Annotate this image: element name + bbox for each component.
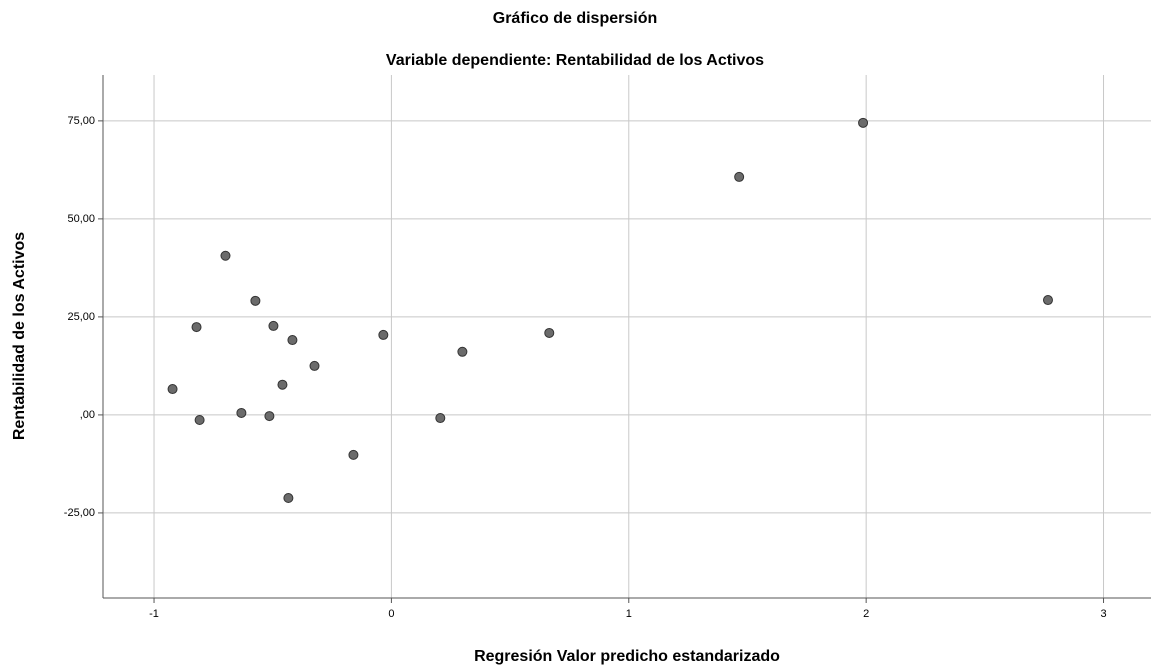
chart-title: Gráfico de dispersión	[493, 10, 657, 27]
point	[378, 329, 389, 340]
x-tick-label: 1	[626, 608, 632, 620]
x-tick-label: 3	[1100, 608, 1106, 620]
point	[348, 449, 359, 460]
point	[544, 327, 555, 338]
point	[268, 320, 279, 331]
point	[250, 295, 261, 306]
point	[191, 322, 202, 333]
point	[457, 346, 468, 357]
y-tick-label: -25,00	[64, 507, 95, 519]
point	[734, 171, 745, 182]
y-tick-label: 50,00	[67, 213, 95, 225]
y-tick-label: 25,00	[67, 311, 95, 323]
point	[220, 250, 231, 261]
point	[194, 415, 205, 426]
y-tick-label: 75,00	[67, 115, 95, 127]
point	[277, 379, 288, 390]
point	[858, 117, 869, 128]
point	[1042, 295, 1053, 306]
y-axis-label: Rentabilidad de los Activos	[11, 232, 28, 440]
point	[309, 360, 320, 371]
point	[435, 413, 446, 424]
x-tick-label: -1	[149, 608, 159, 620]
point	[236, 407, 247, 418]
point	[287, 335, 298, 346]
chart-subtitle: Variable dependiente: Rentabilidad de lo…	[386, 52, 764, 69]
point	[264, 411, 275, 422]
y-tick-label: ,00	[80, 409, 95, 421]
point	[283, 493, 294, 504]
x-tick-label: 2	[863, 608, 869, 620]
x-tick-label: 0	[388, 608, 394, 620]
point	[167, 384, 178, 395]
x-axis-label: Regresión Valor predicho estandarizado	[474, 648, 780, 665]
